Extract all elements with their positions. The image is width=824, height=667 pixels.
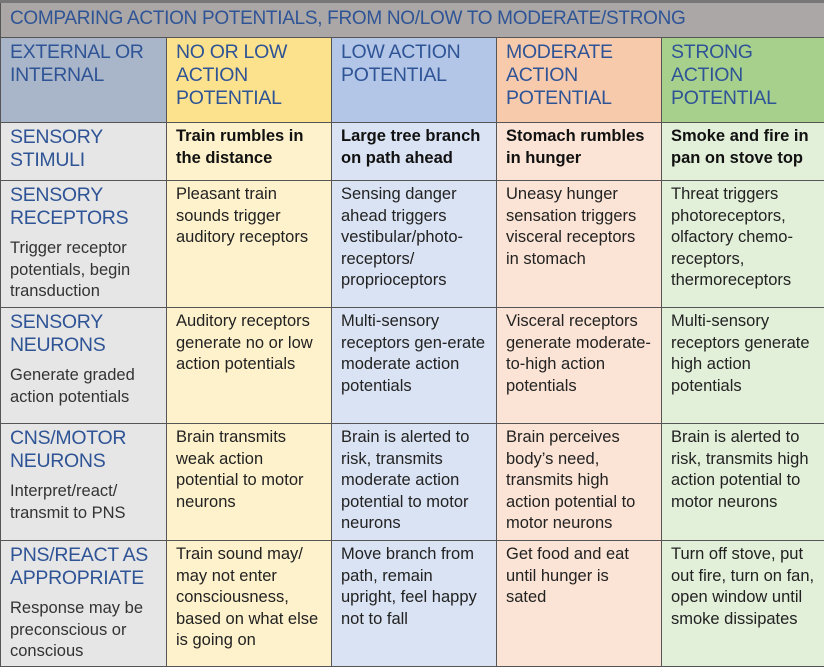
row-label: SENSORY RECEPTORS [10, 184, 157, 230]
table-cell: Large tree branch on path ahead [332, 123, 497, 181]
table-cell: Uneasy hunger sensation triggers viscera… [497, 181, 662, 308]
row-label: SENSORY STIMULI [10, 126, 157, 172]
table-cell: Smoke and fire in pan on stove top [662, 123, 824, 181]
header-low: LOW ACTION POTENTIAL [332, 38, 497, 123]
table-cell: Brain transmits weak action potential to… [167, 424, 332, 541]
header-row: EXTERNAL OR INTERNAL NO OR LOW ACTION PO… [1, 38, 824, 123]
table-cell: Pleasant train sounds trigger auditory r… [167, 181, 332, 308]
table-cell: Sensing danger ahead triggers vestibular… [332, 181, 497, 308]
table-row: SENSORY STIMULI Train rumbles in the dis… [1, 123, 824, 181]
table-title: COMPARING ACTION POTENTIALS, FROM NO/LOW… [1, 2, 824, 38]
row-label-cell: PNS/REACT AS APPROPRIATE Response may be … [1, 541, 167, 667]
table-cell: Brain perceives body’s need, transmits h… [497, 424, 662, 541]
row-sublabel: Generate graded action potentials [10, 365, 157, 408]
row-label-cell: SENSORY RECEPTORS Trigger receptor potent… [1, 181, 167, 308]
table-cell: Multi-sensory receptors generate high ac… [662, 308, 824, 424]
table-cell: Visceral receptors generate moderate-to-… [497, 308, 662, 424]
header-strong: STRONG ACTION POTENTIAL [662, 38, 824, 123]
table-cell: Threat triggers photoreceptors, olfactor… [662, 181, 824, 308]
table-cell: Train sound may/ may not enter conscious… [167, 541, 332, 667]
table-row: PNS/REACT AS APPROPRIATE Response may be … [1, 541, 824, 667]
row-sublabel: Interpret/react/ transmit to PNS [10, 481, 157, 524]
table-cell: Turn off stove, put out fire, turn on fa… [662, 541, 824, 667]
row-sublabel: Trigger receptor potentials, begin trans… [10, 238, 157, 303]
row-sublabel: Response may be preconscious or consciou… [10, 598, 157, 663]
header-external-internal: EXTERNAL OR INTERNAL [1, 38, 167, 123]
table-row: SENSORY RECEPTORS Trigger receptor potent… [1, 181, 824, 308]
table-row: SENSORY NEURONS Generate graded action po… [1, 308, 824, 424]
table-cell: Get food and eat until hunger is sated [497, 541, 662, 667]
row-label-cell: SENSORY NEURONS Generate graded action po… [1, 308, 167, 424]
row-label: SENSORY NEURONS [10, 311, 157, 357]
table-cell: Stomach rumbles in hunger [497, 123, 662, 181]
table-row: CNS/MOTOR NEURONS Interpret/react/ transm… [1, 424, 824, 541]
row-label: CNS/MOTOR NEURONS [10, 427, 157, 473]
row-label-cell: SENSORY STIMULI [1, 123, 167, 181]
table-cell: Move branch from path, remain upright, f… [332, 541, 497, 667]
table-cell: Multi-sensory receptors gen-erate modera… [332, 308, 497, 424]
table-cell: Train rumbles in the distance [167, 123, 332, 181]
table-cell: Auditory receptors generate no or low ac… [167, 308, 332, 424]
header-no-low: NO OR LOW ACTION POTENTIAL [167, 38, 332, 123]
table-cell: Brain is alerted to risk, transmits mode… [332, 424, 497, 541]
row-label-cell: CNS/MOTOR NEURONS Interpret/react/ transm… [1, 424, 167, 541]
header-moderate: MODERATE ACTION POTENTIAL [497, 38, 662, 123]
row-label: PNS/REACT AS APPROPRIATE [10, 544, 157, 590]
table-cell: Brain is alerted to risk, transmits high… [662, 424, 824, 541]
